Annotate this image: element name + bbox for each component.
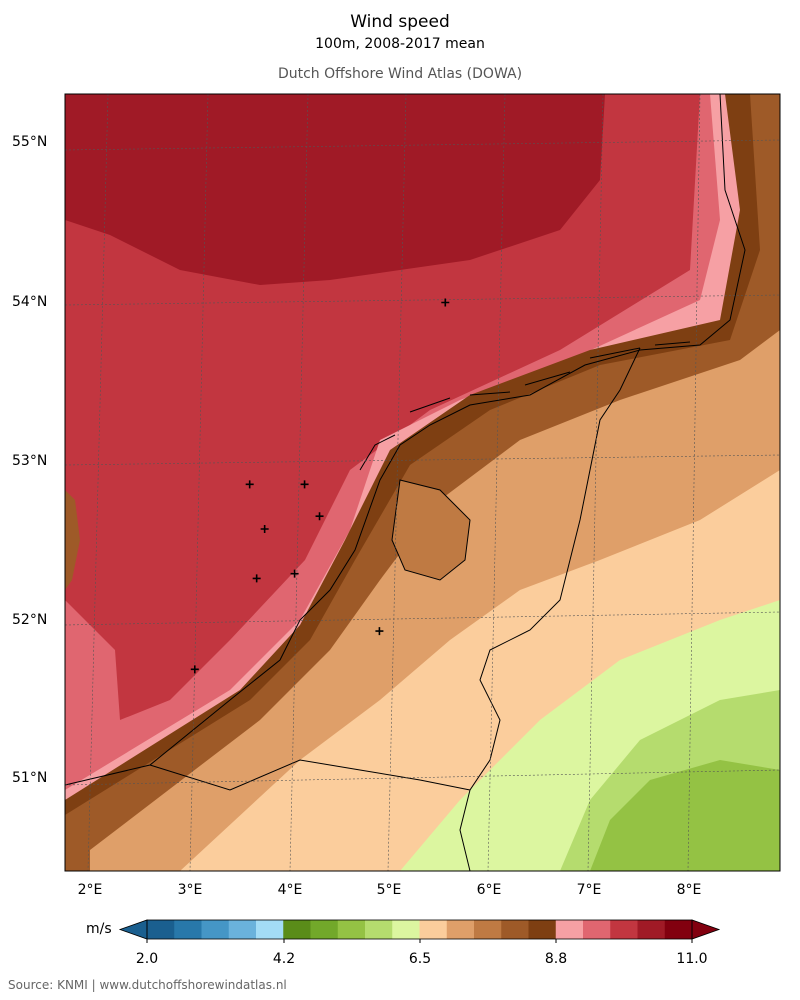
- lon-label-2: 2°E: [77, 882, 103, 898]
- colorbar-extend-low: [118, 919, 148, 940]
- lon-label-8: 8°E: [676, 882, 702, 898]
- map-frame: [64, 93, 781, 872]
- colorbar: [118, 919, 721, 943]
- location-marker: [315, 512, 324, 521]
- ijsselmeer-lake: [392, 480, 470, 580]
- dataset-title: Dutch Offshore Wind Atlas (DOWA): [277, 66, 523, 82]
- chart-title: Wind speed: [350, 12, 450, 32]
- location-marker: [252, 574, 261, 583]
- land-zone-g: [590, 760, 780, 871]
- colorbar-tick-6-5: 6.5: [408, 951, 432, 967]
- location-marker: [375, 627, 384, 636]
- lat-label-52: 52°N: [12, 612, 48, 628]
- lon-label-4: 4°E: [277, 882, 303, 898]
- colorbar-segment: [228, 920, 257, 939]
- colorbar-segment: [583, 920, 611, 939]
- location-marker: [300, 480, 309, 489]
- colorbar-segment: [610, 920, 638, 939]
- sea-far-zone: [65, 94, 605, 285]
- location-marker: [260, 524, 269, 533]
- colorbar-segment: [256, 920, 284, 939]
- lat-label-51: 51°N: [12, 770, 48, 786]
- colorbar-segment: [501, 920, 529, 939]
- colorbar-segment: [392, 920, 420, 939]
- colorbar-segment: [637, 920, 666, 939]
- marker-layer: [190, 298, 450, 674]
- lake-shore: [391, 479, 471, 581]
- lon-label-5: 5°E: [376, 882, 402, 898]
- lon-label-3: 3°E: [177, 882, 203, 898]
- colorbar-segment: [365, 920, 393, 939]
- colorbar-segment: [474, 920, 502, 939]
- colorbar-extend-high: [691, 919, 721, 940]
- colorbar-segment: [664, 920, 693, 939]
- coastline: [65, 94, 746, 786]
- colorbar-segment: [283, 920, 311, 939]
- colorbar-units: m/s: [86, 921, 112, 937]
- colorbar-segment: [528, 920, 557, 939]
- uk-coast-edge: [65, 490, 80, 590]
- lat-label-53: 53°N: [12, 453, 48, 469]
- colorbar-tick-11: 11.0: [676, 951, 708, 967]
- location-marker: [290, 569, 299, 578]
- national-border: [149, 347, 641, 871]
- location-marker: [245, 480, 254, 489]
- colorbar-segment: [419, 920, 448, 939]
- chart-subtitle: 100m, 2008-2017 mean: [315, 36, 485, 52]
- lat-label-54: 54°N: [12, 294, 48, 310]
- source-footer: Source: KNMI | www.dutchoffshorewindatla…: [8, 978, 287, 992]
- location-marker: [190, 665, 199, 674]
- lon-label-7: 7°E: [576, 882, 602, 898]
- colorbar-segment: [555, 920, 584, 939]
- colorbar-segment: [337, 920, 366, 939]
- colorbar-segment: [147, 920, 175, 939]
- colorbar-segment: [310, 920, 339, 939]
- map-area: [65, 94, 780, 871]
- wadden-islands: [359, 341, 691, 471]
- colorbar-tick-2: 2.0: [135, 951, 159, 967]
- colorbar-segment: [174, 920, 202, 939]
- colorbar-segment: [446, 920, 475, 939]
- lat-label-55: 55°N: [12, 134, 48, 150]
- colorbar-segment: [201, 920, 230, 939]
- lon-label-6: 6°E: [476, 882, 502, 898]
- graticule: [65, 94, 780, 871]
- location-marker: [441, 298, 450, 307]
- colorbar-tick-4-2: 4.2: [272, 951, 296, 967]
- colorbar-tick-8-8: 8.8: [544, 951, 568, 967]
